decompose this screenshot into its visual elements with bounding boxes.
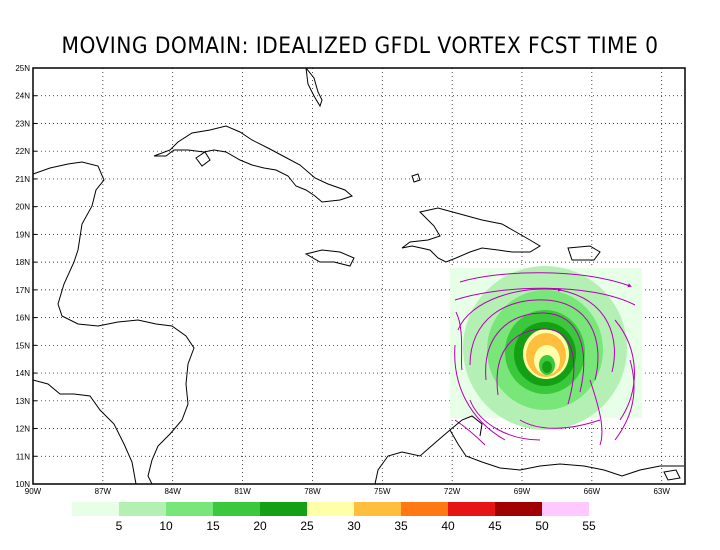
coast-guajira [449,415,483,437]
coast-trinidad [663,469,681,481]
shading-eye-center [542,361,552,373]
colorbar-swatch [401,502,448,516]
streamline [457,287,615,373]
coast-pacific [33,379,137,484]
streamline [469,399,541,441]
lat-label: 23N [15,119,30,128]
coast-south-america [374,429,684,484]
colorbar-swatch [354,502,401,516]
colorbar-swatch [72,502,119,516]
colorbar [72,502,589,516]
lat-label: 22N [15,147,30,156]
lon-label: 66W [584,487,601,496]
lat-label: 14N [15,369,30,378]
streamline [455,311,463,371]
colorbar-label: 35 [394,519,408,533]
lat-label: 12N [15,425,30,434]
coast-jamaica [304,249,355,267]
colorbar-label: 15 [206,519,220,533]
lat-label: 13N [15,397,30,406]
colorbar-label: 5 [116,519,123,533]
streamline [485,312,585,393]
streamline [519,419,601,429]
colorbar-swatch [119,502,166,516]
lon-label: 84W [164,487,181,496]
lon-label: 81W [234,487,251,496]
streamline [469,299,599,381]
colorbar-label: 50 [535,519,549,533]
colorbar-label: 25 [300,519,314,533]
coast-hispaniola [401,207,541,263]
longitude-labels: 90W 87W 84W 81W 78W 75W 72W 69W 66W 63W [25,487,671,496]
colorbar-swatch [542,502,589,516]
lat-label: 11N [16,452,30,461]
colorbar-label: 40 [441,519,455,533]
lat-label: 17N [15,286,30,295]
colorbar-label: 55 [582,519,596,533]
coast-central-america [33,161,195,484]
lon-label: 72W [444,487,461,496]
lat-label: 20N [15,203,30,212]
lat-label: 19N [15,230,30,239]
lat-label: 25N [15,64,30,73]
wind-speed-shading [450,266,642,430]
lat-label: 10N [15,480,30,489]
lat-label: 15N [15,341,30,350]
lon-label: 78W [304,487,321,496]
colorbar-swatch [166,502,213,516]
colorbar-labels: 5 10 15 20 25 30 35 40 45 50 55 [116,519,596,533]
lon-label: 90W [25,487,42,496]
lon-label: 75W [374,487,391,496]
streamline [454,344,506,441]
colorbar-swatch [448,502,495,516]
colorbar-swatch [260,502,307,516]
lat-label: 16N [15,314,30,323]
colorbar-swatch [307,502,354,516]
map-frame [32,67,686,485]
latitude-labels: 25N 24N 23N 22N 21N 20N 19N 18N 17N 16N 15N 14N 13N 1… [15,64,30,489]
lat-label: 18N [15,258,30,267]
lat-label: 21N [15,175,30,184]
streamline [459,272,632,288]
lon-label: 87W [95,487,112,496]
coast-puerto-rico [567,245,601,261]
coast-cuba [153,125,353,203]
streamline [614,359,635,441]
colorbar-label: 20 [253,519,267,533]
colorbar-swatch [213,502,260,516]
coast-turks-caicos [411,173,421,183]
streamline [496,328,575,405]
coastlines [33,68,684,484]
colorbar-label: 10 [159,519,173,533]
colorbar-label: 45 [488,519,502,533]
streamline [614,319,635,421]
coast-isle-of-youth [195,151,211,167]
lon-label: 63W [653,487,670,496]
colorbar-label: 30 [347,519,361,533]
streamline [454,287,636,306]
lon-label: 69W [514,487,531,496]
map-title: MOVING DOMAIN: IDEALIZED GFDL VORTEX FCS… [61,34,659,59]
wind-streamlines [454,272,636,446]
colorbar-swatch [495,502,542,516]
streamline [589,379,603,446]
lat-label: 24N [15,92,30,101]
coast-florida [305,68,323,108]
